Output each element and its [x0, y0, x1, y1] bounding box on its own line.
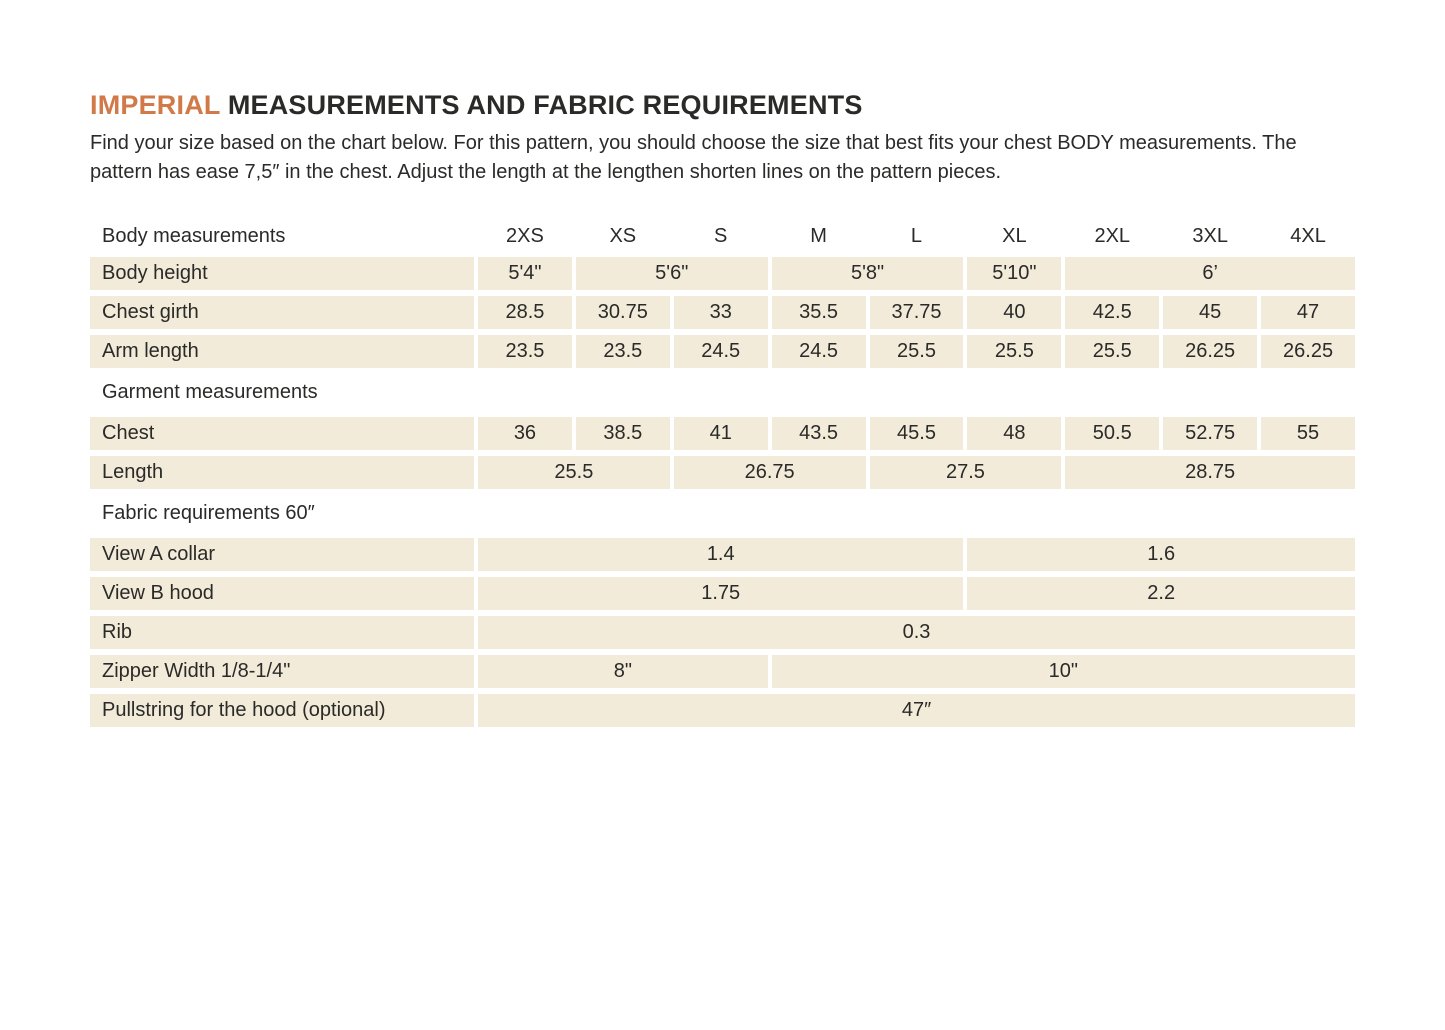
- value-cell: 48: [967, 417, 1062, 450]
- value-cell: 24.5: [673, 335, 768, 368]
- column-header-size-2xl: 2XL: [1094, 225, 1131, 247]
- row-label-body-height: Body height: [90, 257, 474, 290]
- measurement-table: Body measurements 2XS XS S M L XL 2XL 3X…: [90, 221, 1355, 727]
- value-cell: 40: [967, 296, 1062, 329]
- value-cell: 35.5: [771, 296, 866, 329]
- column-header-size-2xs: 2XS: [506, 225, 544, 247]
- column-header-size-4xl: 4XL: [1290, 225, 1326, 247]
- section-header-garment-measurements: Garment measurements: [102, 381, 318, 403]
- row-label-arm-length: Arm length: [90, 335, 474, 368]
- value-cell: 37.75: [869, 296, 964, 329]
- value-cell: 50.5: [1065, 417, 1160, 450]
- value-cell: 45: [1163, 296, 1258, 329]
- value-cell: 5'4": [478, 257, 572, 290]
- value-cell: 24.5: [771, 335, 866, 368]
- column-header-size-s: S: [714, 225, 728, 247]
- value-cell: 10": [771, 655, 1355, 688]
- value-cell: 23.5: [478, 335, 572, 368]
- document-page: IMPERIAL MEASUREMENTS AND FABRIC REQUIRE…: [90, 90, 1355, 727]
- column-header-size-xl: XL: [1002, 225, 1027, 247]
- value-cell: 25.5: [967, 335, 1062, 368]
- row-label-pullstring: Pullstring for the hood (optional): [90, 694, 474, 727]
- value-cell: 0.3: [478, 616, 1355, 649]
- value-cell: 52.75: [1163, 417, 1258, 450]
- value-cell: 23.5: [575, 335, 670, 368]
- value-cell: 41: [673, 417, 768, 450]
- row-label-length: Length: [90, 456, 474, 489]
- row-label-chest-girth: Chest girth: [90, 296, 474, 329]
- value-cell: 5'6": [575, 257, 768, 290]
- row-label-rib: Rib: [90, 616, 474, 649]
- value-cell: 45.5: [869, 417, 964, 450]
- value-cell: 1.75: [478, 577, 964, 610]
- value-cell: 1.6: [967, 538, 1355, 571]
- column-header-size-xs: XS: [609, 225, 637, 247]
- title-accent-word: IMPERIAL: [90, 90, 221, 120]
- value-cell: 47″: [478, 694, 1355, 727]
- value-cell: 33: [673, 296, 768, 329]
- value-cell: 55: [1261, 417, 1355, 450]
- value-cell: 25.5: [1065, 335, 1160, 368]
- value-cell: 28.5: [478, 296, 572, 329]
- title-rest: MEASUREMENTS AND FABRIC REQUIREMENTS: [220, 90, 863, 120]
- row-label-view-a-collar: View A collar: [90, 538, 474, 571]
- column-header-size-3xl: 3XL: [1192, 225, 1228, 247]
- value-cell: 47: [1261, 296, 1355, 329]
- column-header-size-l: L: [910, 225, 923, 247]
- value-cell: 42.5: [1065, 296, 1160, 329]
- value-cell: 28.75: [1065, 456, 1355, 489]
- value-cell: 26.25: [1163, 335, 1258, 368]
- value-cell: 6’: [1065, 257, 1355, 290]
- value-cell: 2.2: [967, 577, 1355, 610]
- page-title: IMPERIAL MEASUREMENTS AND FABRIC REQUIRE…: [90, 90, 1355, 121]
- value-cell: 26.75: [673, 456, 866, 489]
- column-header-body-measurements: Body measurements: [102, 225, 286, 247]
- intro-paragraph: Find your size based on the chart below.…: [90, 132, 1297, 183]
- section-header-fabric-requirements: Fabric requirements 60″: [102, 502, 315, 524]
- row-label-view-b-hood: View B hood: [90, 577, 474, 610]
- value-cell: 30.75: [575, 296, 670, 329]
- value-cell: 5'8": [771, 257, 964, 290]
- value-cell: 8": [478, 655, 768, 688]
- value-cell: 26.25: [1261, 335, 1355, 368]
- value-cell: 36: [478, 417, 572, 450]
- value-cell: 1.4: [478, 538, 964, 571]
- value-cell: 43.5: [771, 417, 866, 450]
- value-cell: 25.5: [478, 456, 670, 489]
- row-label-chest: Chest: [90, 417, 474, 450]
- row-label-zipper-width: Zipper Width 1/8-1/4": [90, 655, 474, 688]
- value-cell: 38.5: [575, 417, 670, 450]
- value-cell: 25.5: [869, 335, 964, 368]
- column-header-size-m: M: [810, 225, 827, 247]
- value-cell: 27.5: [869, 456, 1062, 489]
- value-cell: 5'10": [967, 257, 1062, 290]
